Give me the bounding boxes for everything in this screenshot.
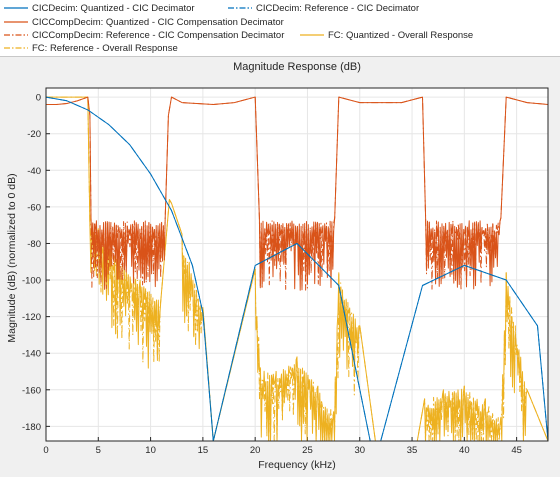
legend: CICDecim: Quantized - CIC Decimator CICDe… <box>0 0 560 57</box>
y-tick-label: 0 <box>36 93 41 104</box>
y-tick-label: -40 <box>27 166 41 177</box>
legend-label: CICDecim: Quantized - CIC Decimator <box>32 2 195 14</box>
y-tick-label: -140 <box>22 349 41 360</box>
series-line <box>46 96 548 291</box>
x-tick-label: 40 <box>459 445 470 456</box>
legend-entry: CICDecim: Reference - CIC Decimator <box>228 1 419 15</box>
legend-swatch <box>4 34 28 36</box>
legend-entry: FC: Quantized - Overall Response <box>300 28 473 42</box>
x-tick-label: 20 <box>250 445 261 456</box>
y-tick-label: -80 <box>27 239 41 250</box>
legend-label: CICDecim: Reference - CIC Decimator <box>256 2 420 14</box>
x-tick-label: 35 <box>407 445 418 456</box>
legend-entry: CICDecim: Quantized - CIC Decimator <box>4 1 195 15</box>
legend-label: CICCompDecim: Reference - CIC Compensati… <box>32 29 285 41</box>
series-line <box>46 96 548 441</box>
y-tick-label: -180 <box>22 422 41 433</box>
series-line <box>46 96 548 441</box>
y-tick-label: -160 <box>22 385 41 396</box>
x-tick-label: 45 <box>511 445 522 456</box>
legend-swatch <box>4 7 28 9</box>
y-tick-label: -120 <box>22 312 41 323</box>
legend-swatch <box>4 21 28 23</box>
chart-title: Magnitude Response (dB) <box>233 61 361 73</box>
x-tick-label: 25 <box>302 445 313 456</box>
legend-entry: FC: Reference - Overall Response <box>4 41 178 55</box>
legend-label: FC: Reference - Overall Response <box>32 42 178 54</box>
legend-entry: CICCompDecim: Quantized - CIC Compensati… <box>4 15 284 29</box>
y-tick-label: -20 <box>27 129 41 140</box>
y-tick-label: -60 <box>27 202 41 213</box>
y-tick-label: -100 <box>22 276 41 287</box>
legend-label: FC: Quantized - Overall Response <box>328 29 474 41</box>
x-tick-label: 0 <box>43 445 48 456</box>
legend-entry: CICCompDecim: Reference - CIC Compensati… <box>4 28 284 42</box>
x-tick-label: 15 <box>198 445 209 456</box>
x-tick-label: 10 <box>145 445 156 456</box>
series-group <box>46 96 548 441</box>
x-tick-label: 30 <box>354 445 365 456</box>
legend-swatch <box>4 47 28 49</box>
legend-label: CICCompDecim: Quantized - CIC Compensati… <box>32 16 284 28</box>
legend-swatch <box>300 34 324 36</box>
x-tick-label: 5 <box>96 445 101 456</box>
x-axis-label: Frequency (kHz) <box>258 459 336 471</box>
legend-swatch <box>228 7 252 9</box>
axes-box <box>45 87 549 442</box>
